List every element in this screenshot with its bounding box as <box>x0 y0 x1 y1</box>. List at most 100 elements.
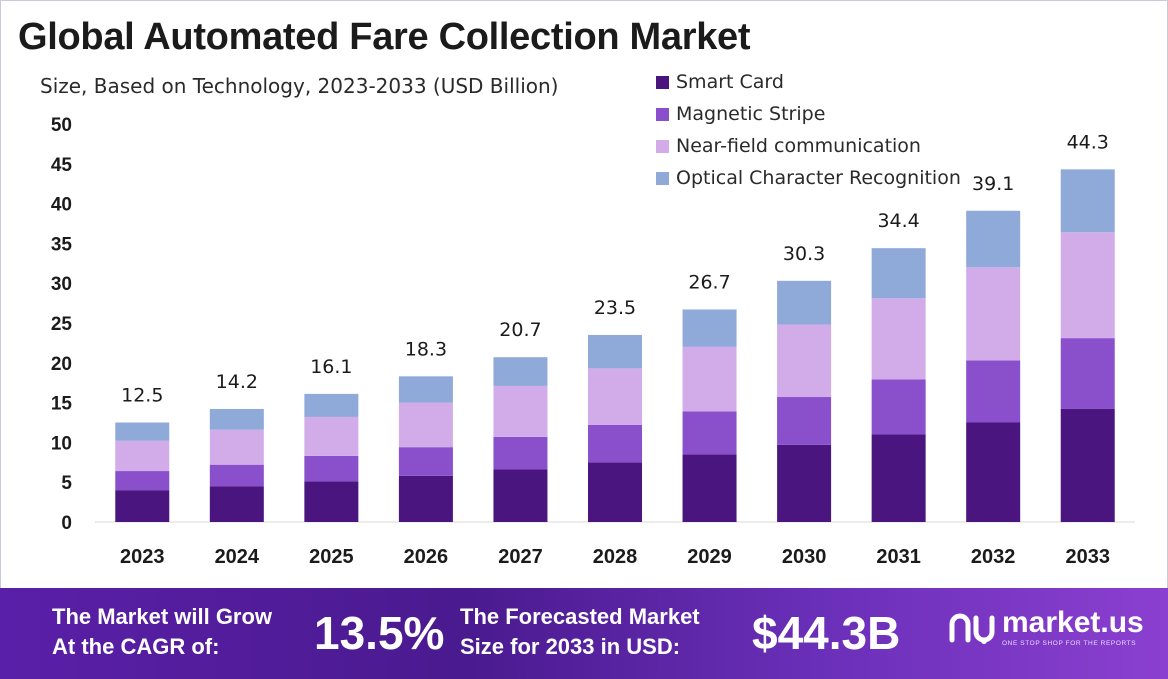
bar-segment-optical-character-recognition-2033 <box>1060 169 1115 233</box>
bar-segment-optical-character-recognition-2025 <box>304 393 359 417</box>
bar-segment-smart-card-2033 <box>1060 408 1115 522</box>
chart-subtitle: Size, Based on Technology, 2023-2033 (US… <box>40 74 559 98</box>
cagr-value: 13.5% <box>314 607 445 659</box>
footer-banner <box>0 588 1168 679</box>
bar-segment-optical-character-recognition-2029 <box>682 309 737 347</box>
forecast-label-line1: The Forecasted Market <box>460 604 700 629</box>
legend-label-ocr: Optical Character Recognition <box>676 167 961 189</box>
bar-total-label: 14.2 <box>216 371 258 393</box>
legend-item-smart-card: Smart Card <box>656 66 961 98</box>
bar-segment-magnetic-stripe-2023 <box>115 471 170 491</box>
bar-total-label: 26.7 <box>688 271 730 293</box>
x-tick-label: 2028 <box>593 546 638 568</box>
chart-legend: Smart Card Magnetic Stripe Near-field co… <box>656 66 961 194</box>
bar-segment-optical-character-recognition-2031 <box>871 248 926 299</box>
x-tick-label: 2032 <box>971 546 1016 568</box>
y-tick-label: 15 <box>51 394 73 415</box>
bar-segment-near-field-communication-2033 <box>1060 232 1115 339</box>
y-tick-label: 35 <box>51 234 73 255</box>
x-tick-label: 2025 <box>309 546 354 568</box>
bar-segment-near-field-communication-2029 <box>682 346 737 412</box>
x-tick-label: 2027 <box>498 546 543 568</box>
bar-segment-near-field-communication-2026 <box>398 402 453 448</box>
y-tick-label: 50 <box>51 115 72 136</box>
bar-segment-near-field-communication-2028 <box>588 368 642 425</box>
bar-segment-optical-character-recognition-2028 <box>588 334 642 369</box>
bar-segment-smart-card-2029 <box>682 454 737 522</box>
x-tick-label: 2029 <box>687 546 732 568</box>
bar-segment-smart-card-2024 <box>209 486 264 522</box>
x-tick-label: 2023 <box>120 546 165 568</box>
legend-item-ocr: Optical Character Recognition <box>656 162 961 194</box>
forecast-value: $44.3B <box>752 607 901 659</box>
bar-segment-optical-character-recognition-2026 <box>398 376 453 403</box>
market-us-logo-icon <box>949 613 995 644</box>
bar-segment-magnetic-stripe-2031 <box>871 379 926 435</box>
bar-total-label: 12.5 <box>121 385 163 407</box>
bar-segment-smart-card-2023 <box>115 490 170 522</box>
legend-item-magnetic-stripe: Magnetic Stripe <box>656 98 961 130</box>
brand-logo: market.us ONE STOP SHOP FOR THE REPORTS <box>948 608 1144 647</box>
bar-segment-magnetic-stripe-2033 <box>1060 338 1115 409</box>
legend-label-magnetic-stripe: Magnetic Stripe <box>676 103 826 125</box>
bar-segment-near-field-communication-2024 <box>209 429 264 465</box>
y-tick-label: 0 <box>61 513 72 534</box>
bar-segment-magnetic-stripe-2027 <box>493 436 548 470</box>
y-tick-label: 10 <box>51 433 72 454</box>
bar-segment-magnetic-stripe-2026 <box>398 447 453 476</box>
bar-segment-optical-character-recognition-2023 <box>115 422 170 441</box>
y-tick-label: 20 <box>51 354 72 375</box>
legend-label-smart-card: Smart Card <box>676 71 784 93</box>
bar-total-label: 23.5 <box>594 297 636 319</box>
bar-segment-optical-character-recognition-2027 <box>493 357 548 386</box>
cagr-label: The Market will Grow At the CAGR of: <box>52 602 272 662</box>
bar-segment-smart-card-2025 <box>304 481 359 522</box>
bar-segment-magnetic-stripe-2032 <box>966 360 1021 423</box>
legend-label-nfc: Near-field communication <box>676 135 921 157</box>
bar-segment-magnetic-stripe-2028 <box>588 424 642 463</box>
bar-segment-near-field-communication-2030 <box>777 324 832 398</box>
chart-title: Global Automated Fare Collection Market <box>18 16 751 58</box>
legend-swatch-magnetic-stripe <box>656 107 669 121</box>
cagr-label-line1: The Market will Grow <box>52 604 273 629</box>
bar-segment-near-field-communication-2032 <box>966 267 1021 361</box>
bar-segment-optical-character-recognition-2032 <box>966 210 1021 268</box>
bar-segment-smart-card-2031 <box>871 434 926 522</box>
stacked-bar-chart: 0510152025303540455012.5202314.2202416.1… <box>51 115 1135 568</box>
bar-total-label: 18.3 <box>405 338 447 360</box>
x-tick-label: 2031 <box>876 546 921 568</box>
bar-segment-smart-card-2032 <box>966 422 1021 522</box>
brand-tagline: ONE STOP SHOP FOR THE REPORTS <box>1002 640 1137 647</box>
bar-total-label: 20.7 <box>499 319 541 341</box>
y-tick-label: 25 <box>51 314 73 335</box>
y-tick-label: 30 <box>51 274 72 295</box>
legend-swatch-nfc <box>656 139 669 153</box>
bar-segment-smart-card-2026 <box>398 475 453 522</box>
cagr-label-line2: At the CAGR of: <box>52 634 220 659</box>
bar-segment-magnetic-stripe-2029 <box>682 411 737 455</box>
bar-total-label: 30.3 <box>783 243 825 265</box>
bar-segment-near-field-communication-2023 <box>115 440 170 472</box>
bar-segment-near-field-communication-2031 <box>871 298 926 380</box>
x-tick-label: 2030 <box>782 546 827 568</box>
legend-item-nfc: Near-field communication <box>656 130 961 162</box>
x-tick-label: 2024 <box>215 546 260 568</box>
bar-segment-magnetic-stripe-2030 <box>777 397 832 445</box>
bar-segment-optical-character-recognition-2024 <box>209 408 264 430</box>
bar-total-label: 44.3 <box>1067 131 1109 153</box>
bar-segment-magnetic-stripe-2024 <box>209 464 264 487</box>
legend-swatch-ocr <box>656 171 669 185</box>
bar-segment-smart-card-2027 <box>493 469 548 522</box>
bar-segment-near-field-communication-2027 <box>493 385 548 437</box>
bar-segment-smart-card-2030 <box>777 444 832 522</box>
y-tick-label: 40 <box>51 195 72 216</box>
x-tick-label: 2033 <box>1065 546 1110 568</box>
x-tick-label: 2026 <box>404 546 449 568</box>
y-tick-label: 5 <box>61 473 72 494</box>
bar-segment-magnetic-stripe-2025 <box>304 455 359 482</box>
bar-total-label: 16.1 <box>310 356 352 378</box>
bar-segment-smart-card-2028 <box>588 462 642 522</box>
forecast-label-line2: Size for 2033 in USD: <box>460 634 681 659</box>
bar-total-label: 39.1 <box>972 173 1014 195</box>
forecast-label: The Forecasted Market Size for 2033 in U… <box>460 602 700 662</box>
